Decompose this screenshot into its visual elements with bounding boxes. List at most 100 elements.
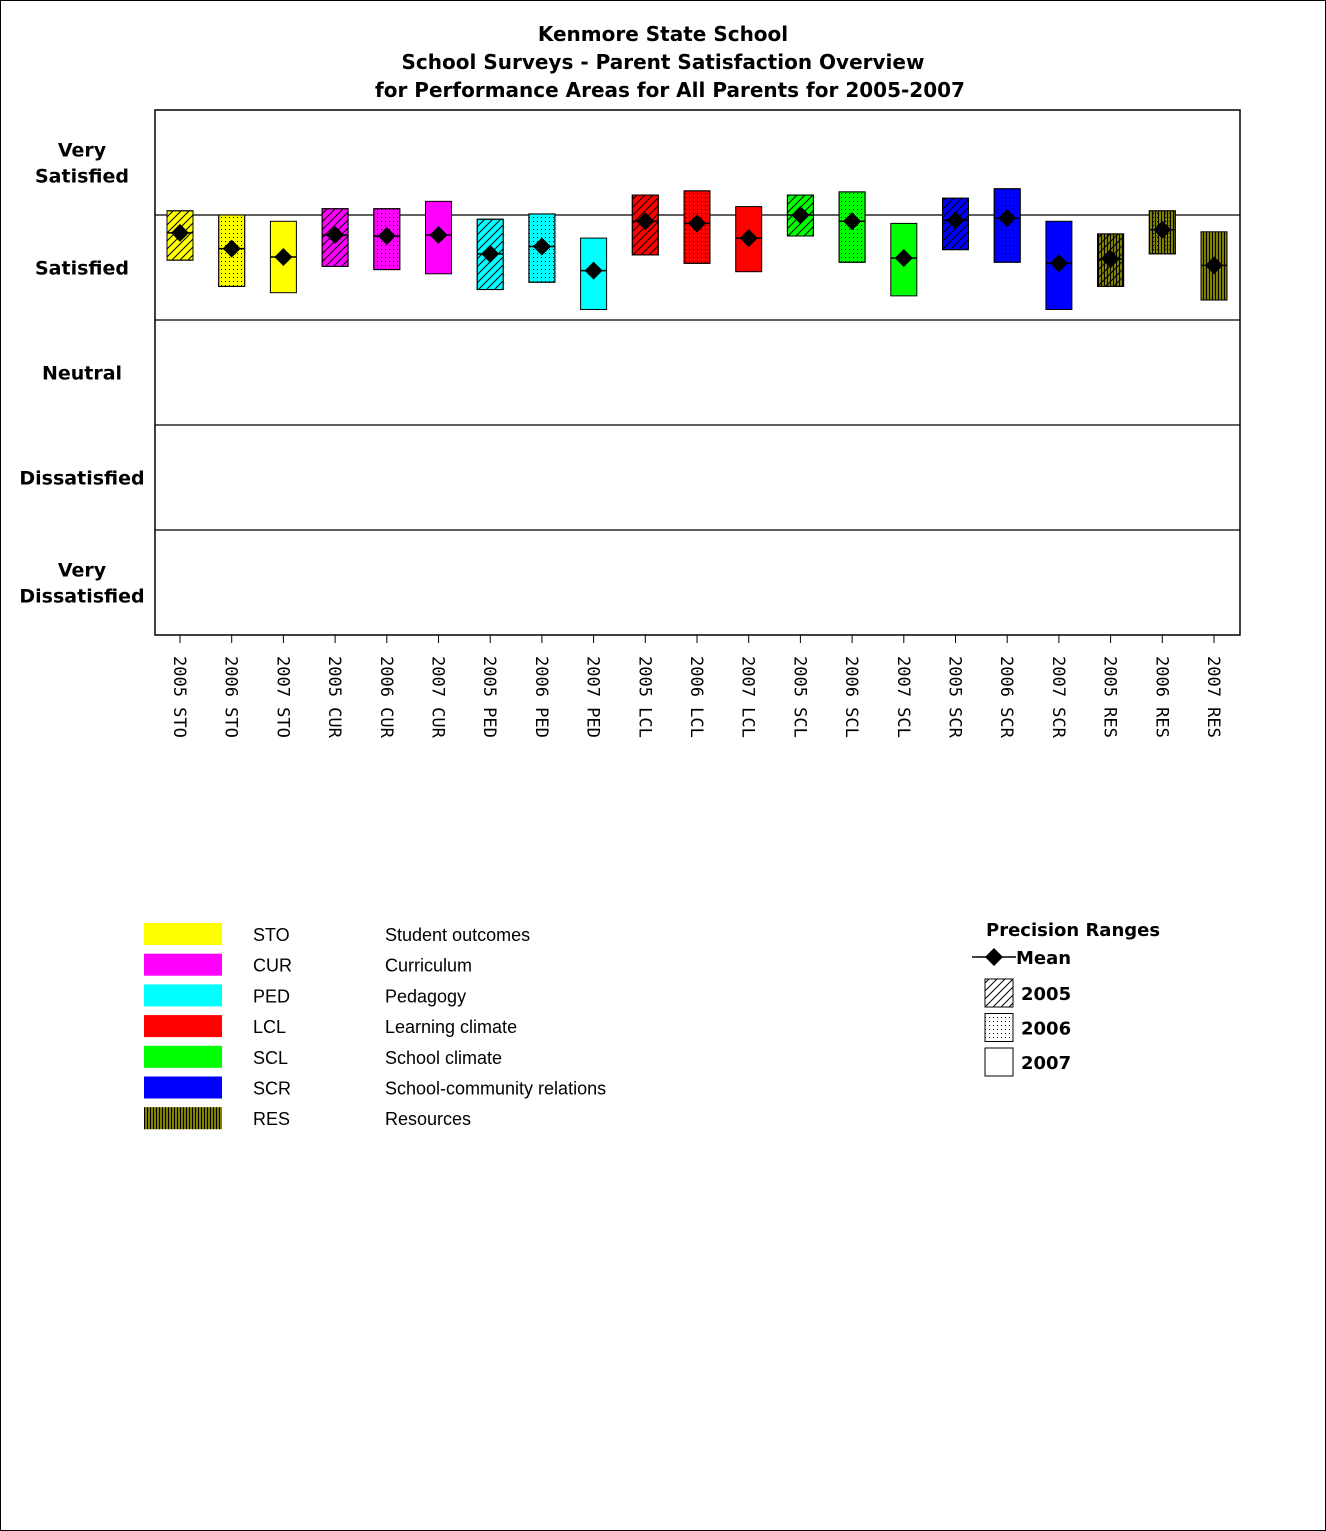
x-tick-label-7: 2006 PED — [531, 656, 551, 738]
y-label-0-0: Very — [58, 140, 107, 162]
bar-2007-scl — [890, 222, 918, 297]
bar-pattern — [218, 214, 246, 287]
bar-2007-cur — [425, 200, 452, 275]
mean-marker — [946, 211, 965, 230]
x-tick-label-8: 2007 PED — [583, 656, 603, 738]
bar-2006-res — [1148, 210, 1176, 255]
mean-marker — [274, 248, 293, 266]
mean-marker — [481, 244, 500, 263]
legend-description: Learning climate — [385, 1017, 517, 1037]
bar-2007-lcl — [735, 206, 763, 273]
chart-title: Kenmore State School School Surveys - Pa… — [375, 22, 965, 102]
y-label-2-0: Neutral — [42, 363, 122, 385]
mean-marker — [429, 225, 448, 244]
mean-legend-marker — [985, 948, 1003, 966]
y-label-3-0: Dissatisfied — [19, 468, 144, 490]
legend-code: STO — [253, 925, 290, 945]
mean-marker — [326, 225, 345, 244]
precision-legend: Precision Ranges Mean 2005 2006 2007 — [972, 920, 1160, 1077]
legend-description: Student outcomes — [385, 925, 530, 945]
bar-2006-ped — [528, 213, 556, 283]
mean-marker — [843, 212, 862, 231]
x-tick-label-13: 2006 SCL — [841, 656, 861, 738]
precision-year-label: 2005 — [1021, 984, 1071, 1005]
legend-item-cur: CUR Curriculum — [144, 953, 472, 976]
bar-2006-scl — [838, 191, 866, 263]
x-tick-label-15: 2005 SCR — [945, 656, 965, 739]
legend-description: School-community relations — [385, 1079, 606, 1099]
bar-2006-lcl — [683, 190, 711, 264]
x-tick-label-3: 2005 CUR — [324, 656, 344, 739]
x-tick-label-10: 2006 LCL — [686, 656, 706, 738]
legend-code: CUR — [253, 956, 292, 976]
precision-year-label: 2007 — [1021, 1053, 1071, 1074]
x-tick-label-2: 2007 STO — [272, 656, 292, 738]
mean-marker — [791, 206, 810, 224]
y-label-0-1: Satisfied — [35, 166, 129, 188]
range-bars — [166, 188, 1228, 311]
mean-marker — [377, 227, 396, 245]
precision-year-label: 2006 — [1021, 1019, 1071, 1040]
mean-marker — [1101, 250, 1120, 269]
x-tick-label-19: 2006 RES — [1151, 656, 1171, 738]
legend-code: RES — [253, 1109, 290, 1129]
mean-marker — [171, 223, 189, 242]
precision-legend-2006: 2006 — [984, 1013, 1071, 1042]
bar-2007-ped — [580, 237, 608, 311]
bar-2007-scr — [1045, 220, 1073, 310]
legend-description: Curriculum — [385, 956, 472, 976]
legend-item-ped: PED Pedagogy — [144, 984, 466, 1007]
y-axis-labels: Very Satisfied Satisfied Neutral Dissatisfie… — [19, 140, 144, 608]
bar-2006-sto — [218, 214, 246, 287]
precision-swatch-pattern — [984, 1013, 1014, 1042]
plot-border — [154, 109, 1241, 636]
chart-title-line-3: for Performance Areas for All Parents fo… — [375, 78, 965, 102]
mean-marker — [532, 237, 551, 256]
x-tick-label-0: 2005 STO — [169, 656, 189, 738]
mean-marker — [998, 209, 1017, 228]
y-label-1-0: Satisfied — [35, 258, 129, 280]
precision-legend-title: Precision Ranges — [986, 920, 1160, 941]
x-tick-label-17: 2007 SCR — [1048, 656, 1068, 739]
bar-2005-lcl — [631, 194, 659, 256]
x-tick-label-6: 2005 PED — [479, 656, 499, 738]
mean-legend-label: Mean — [1016, 948, 1071, 969]
mean-marker — [894, 249, 913, 268]
bar-2007-sto — [269, 220, 297, 294]
x-axis-tick-labels: 2005 STO 2006 STO 2007 STO 2005 CUR 2006 CUR… — [169, 635, 1223, 739]
x-tick-label-4: 2006 CUR — [376, 656, 396, 739]
legend-swatch-texture — [144, 1107, 222, 1130]
chart-title-line-2: School Surveys - Parent Satisfaction Ove… — [402, 50, 925, 74]
legend-code: PED — [253, 986, 290, 1006]
mean-marker — [1049, 254, 1068, 273]
mean-marker — [739, 229, 758, 248]
x-tick-label-5: 2007 CUR — [428, 656, 448, 739]
bar-2005-cur — [321, 208, 349, 267]
legend-code: LCL — [253, 1017, 286, 1037]
legend-item-res: RES Resources — [144, 1107, 471, 1130]
legend-swatch — [144, 923, 222, 945]
bar-2007-res — [1200, 231, 1228, 301]
precision-swatch-pattern — [984, 978, 1014, 1008]
x-tick-label-1: 2006 STO — [221, 656, 241, 738]
x-tick-label-11: 2007 LCL — [738, 656, 758, 738]
bar-2006-cur — [373, 208, 401, 271]
mean-marker — [584, 261, 603, 280]
legend-code: SCL — [253, 1048, 288, 1068]
chart-title-line-1: Kenmore State School — [538, 22, 788, 46]
legend-item-lcl: LCL Learning climate — [144, 1015, 517, 1038]
precision-swatch — [984, 1047, 1014, 1077]
legend-swatch — [144, 1015, 222, 1038]
legend-swatch — [144, 984, 222, 1007]
bar-2005-sto — [166, 210, 194, 261]
x-tick-label-9: 2005 LCL — [634, 656, 654, 738]
legend-swatch — [144, 1076, 222, 1099]
bar-2005-res — [1097, 233, 1125, 287]
x-tick-label-16: 2006 SCR — [996, 656, 1016, 739]
plot-area — [154, 109, 1241, 636]
x-tick-label-12: 2005 SCL — [789, 656, 809, 738]
bar-2005-scr — [942, 197, 969, 251]
mean-marker — [636, 212, 655, 231]
y-label-4-0: Very — [58, 560, 107, 582]
